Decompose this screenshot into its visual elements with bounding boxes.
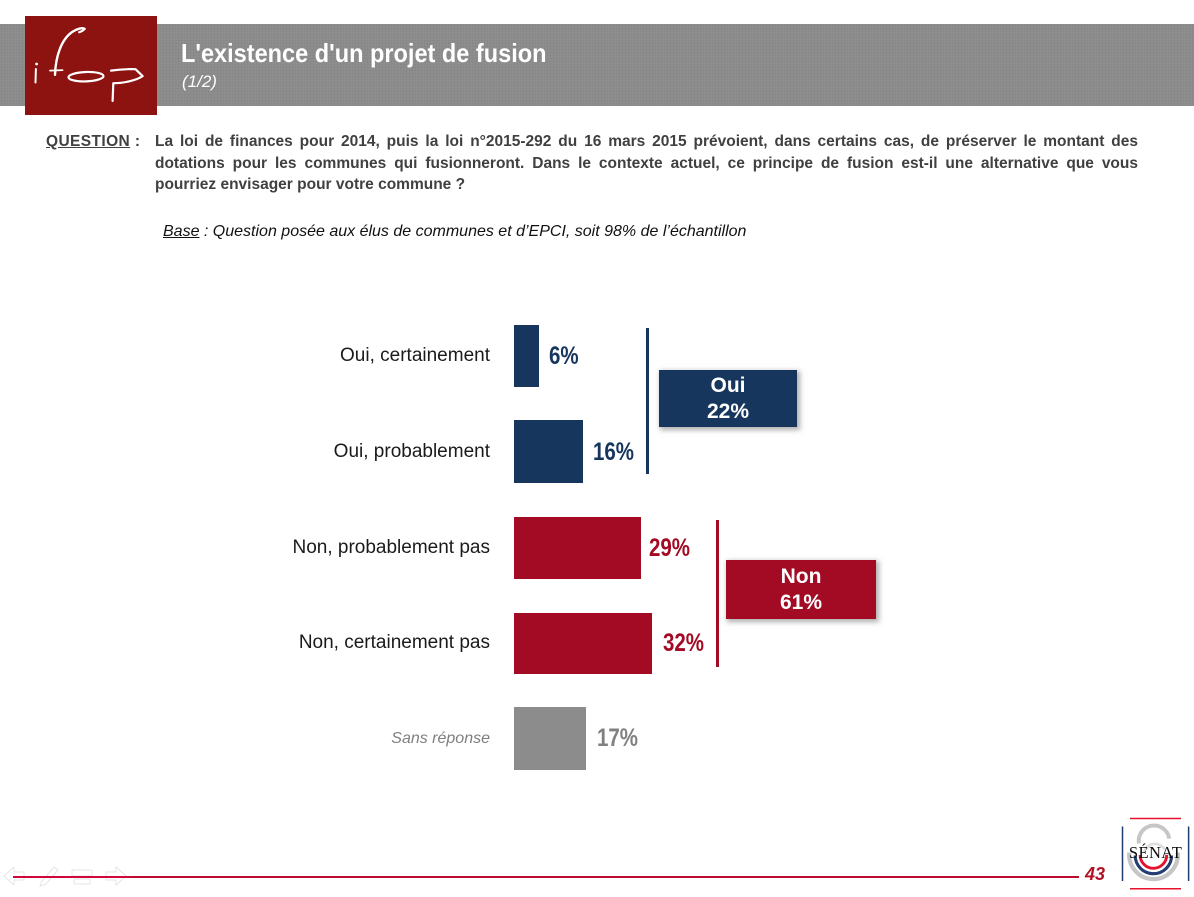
svg-text:SÉNAT: SÉNAT <box>1129 843 1182 862</box>
